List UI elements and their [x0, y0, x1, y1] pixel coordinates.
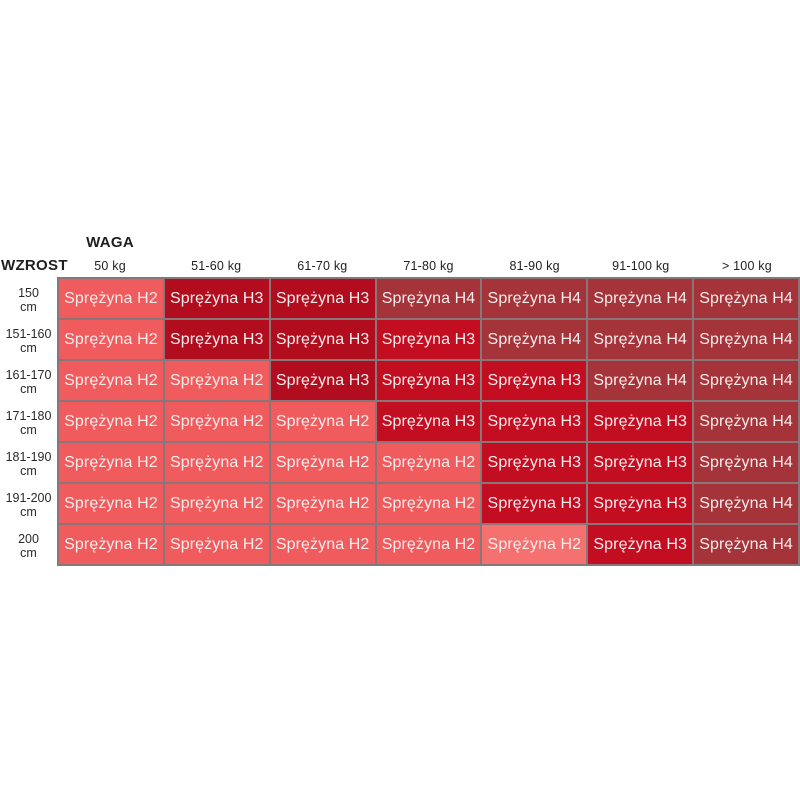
spring-cell: Sprężyna H2: [59, 484, 163, 523]
spring-size-chart: WAGA WZROST 50 kg 51-60 kg 61-70 kg 71-80 k…: [0, 231, 800, 566]
spring-cell: Sprężyna H2: [164, 525, 269, 564]
spring-cell: Sprężyna H2: [59, 443, 163, 482]
weight-axis-row: WAGA: [0, 231, 800, 253]
spring-cell: Sprężyna H3: [482, 484, 587, 523]
spring-cell: Sprężyna H4: [694, 484, 798, 523]
spring-cell: Sprężyna H3: [482, 402, 587, 441]
spring-cell: Sprężyna H3: [270, 320, 375, 359]
spring-cell: Sprężyna H4: [588, 279, 693, 318]
spring-cell: Sprężyna H4: [694, 402, 798, 441]
spring-cell: Sprężyna H3: [588, 402, 693, 441]
spring-cell: Sprężyna H2: [270, 525, 375, 564]
row-header-value: 181-190: [5, 449, 52, 464]
spring-cell: Sprężyna H2: [376, 525, 481, 564]
spring-cell: Sprężyna H4: [482, 320, 587, 359]
row-header-unit: cm: [20, 504, 37, 519]
spring-cell: Sprężyna H3: [482, 361, 587, 400]
row-header-value: 151-160: [5, 326, 52, 341]
spring-cell: Sprężyna H2: [270, 484, 375, 523]
row-header: 150 cm: [0, 279, 57, 320]
row-header: 191-200 cm: [0, 484, 57, 525]
row-header-value: 150: [18, 285, 39, 300]
spring-cell: Sprężyna H2: [59, 320, 163, 359]
column-header: 81-90 kg: [509, 259, 560, 273]
spring-cell: Sprężyna H2: [482, 525, 587, 564]
spring-cell: Sprężyna H2: [270, 443, 375, 482]
row-header: 171-180 cm: [0, 402, 57, 443]
spring-cell: Sprężyna H2: [59, 279, 163, 318]
row-header-unit: cm: [20, 299, 37, 314]
spring-cell: Sprężyna H3: [588, 443, 693, 482]
spring-cell: Sprężyna H4: [694, 320, 798, 359]
spring-cell: Sprężyna H2: [59, 402, 163, 441]
row-header-value: 200: [18, 531, 39, 546]
spring-cell: Sprężyna H4: [694, 525, 798, 564]
spring-cell: Sprężyna H2: [164, 402, 269, 441]
spring-cell: Sprężyna H3: [588, 484, 693, 523]
spring-cell: Sprężyna H4: [694, 361, 798, 400]
row-header: 151-160 cm: [0, 320, 57, 361]
spring-cell: Sprężyna H3: [164, 279, 269, 318]
column-header: 71-80 kg: [403, 259, 454, 273]
spring-cell: Sprężyna H4: [588, 361, 693, 400]
row-header-unit: cm: [20, 381, 37, 396]
spring-cell: Sprężyna H3: [482, 443, 587, 482]
row-header: 161-170 cm: [0, 361, 57, 402]
spring-cell: Sprężyna H2: [376, 484, 481, 523]
spring-cell: Sprężyna H4: [376, 279, 481, 318]
spring-cell: Sprężyna H4: [694, 443, 798, 482]
row-header-unit: cm: [20, 545, 37, 560]
column-header: 51-60 kg: [191, 259, 242, 273]
row-header-unit: cm: [20, 340, 37, 355]
weight-axis-title: WAGA: [86, 233, 134, 251]
matrix-body: 150 cm 151-160 cm 161-170 cm 171-180 cm 181-190 c…: [0, 277, 800, 566]
row-header: 181-190 cm: [0, 443, 57, 484]
spring-cell: Sprężyna H2: [376, 443, 481, 482]
spring-cell: Sprężyna H2: [164, 484, 269, 523]
height-axis-title: WZROST: [1, 257, 68, 274]
spring-cell: Sprężyna H3: [376, 320, 481, 359]
spring-cell: Sprężyna H3: [164, 320, 269, 359]
spring-cell: Sprężyna H2: [270, 402, 375, 441]
spring-cell: Sprężyna H4: [694, 279, 798, 318]
row-header-unit: cm: [20, 422, 37, 437]
column-header-row: WZROST 50 kg 51-60 kg 61-70 kg 71-80 kg 81-9…: [0, 253, 800, 277]
row-header-unit: cm: [20, 463, 37, 478]
spring-cell: Sprężyna H3: [376, 361, 481, 400]
spring-cell: Sprężyna H2: [59, 525, 163, 564]
spring-cell: Sprężyna H3: [270, 361, 375, 400]
spring-cell: Sprężyna H3: [270, 279, 375, 318]
spring-cell: Sprężyna H4: [588, 320, 693, 359]
column-header: 61-70 kg: [297, 259, 348, 273]
row-header-value: 161-170: [5, 367, 52, 382]
row-header: 200 cm: [0, 525, 57, 566]
row-header-value: 191-200: [5, 490, 52, 505]
column-header: > 100 kg: [721, 259, 772, 273]
spring-cell: Sprężyna H3: [376, 402, 481, 441]
spring-matrix: Sprężyna H2 Sprężyna H3 Sprężyna H3 Sprężyn…: [57, 277, 800, 566]
column-header: 91-100 kg: [612, 259, 670, 273]
height-label-column: 150 cm 151-160 cm 161-170 cm 171-180 cm 181-190 c…: [0, 277, 57, 566]
spring-cell: Sprężyna H3: [588, 525, 693, 564]
column-header: 50 kg: [94, 259, 126, 273]
row-header-value: 171-180: [5, 408, 52, 423]
spring-cell: Sprężyna H2: [164, 361, 269, 400]
spring-cell: Sprężyna H2: [164, 443, 269, 482]
spring-cell: Sprężyna H2: [59, 361, 163, 400]
spring-cell: Sprężyna H4: [482, 279, 587, 318]
